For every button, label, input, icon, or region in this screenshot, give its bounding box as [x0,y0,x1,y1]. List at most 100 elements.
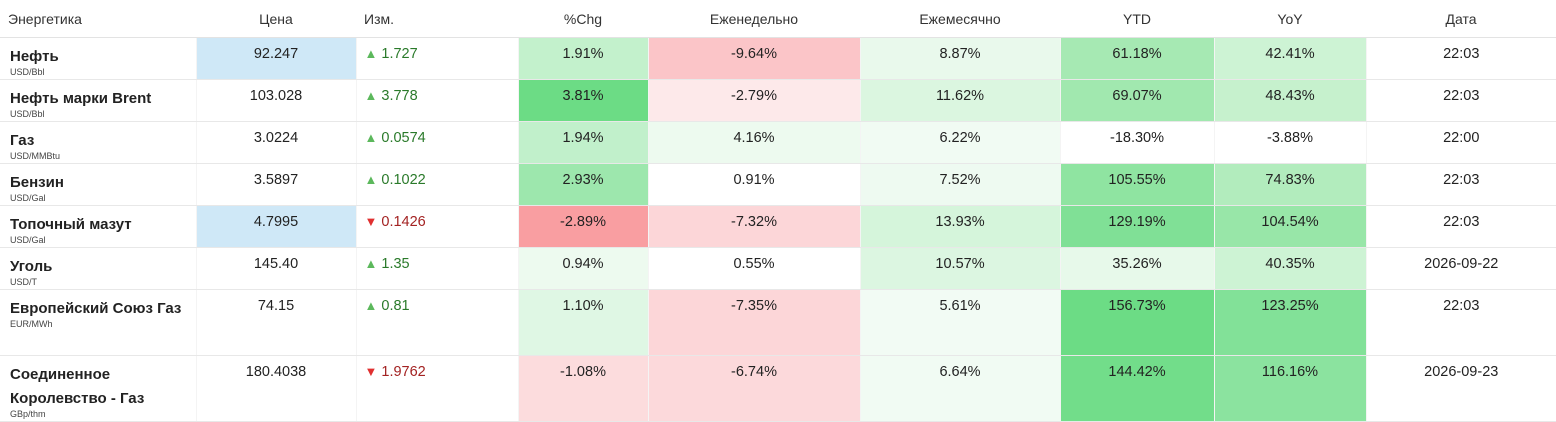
yoy-cell: 42.41% [1213,37,1366,80]
price-cell-value: 4.7995 [253,214,299,230]
header-weekly[interactable]: Еженедельно [648,0,860,38]
header-energy[interactable]: Энергетика [0,0,196,38]
table-row[interactable]: Уголь USD/T 145.40 ▲ 1.35 0.94% 0.55% 10.57% 35.… [0,247,1556,290]
ytd-cell-value: 105.55% [1108,172,1166,188]
change-value-wrap: ▼ 1.9762 [365,363,514,381]
pct-chg-cell-value: 1.10% [562,298,604,314]
table-row[interactable]: Газ USD/MMBtu 3.0224 ▲ 0.0574 1.94% 4.16% 6.22%… [0,121,1556,164]
yoy-cell-value: 104.54% [1261,214,1319,230]
weekly-cell-value: -2.79% [731,88,777,104]
change-value: 1.9762 [381,364,426,380]
change-value: 0.0574 [381,130,426,146]
ytd-cell-value: 61.18% [1112,46,1162,62]
triangle-up-icon: ▲ [364,256,378,271]
ytd-cell: 35.26% [1059,247,1214,290]
table-row[interactable]: Нефть USD/Bbl 92.247 ▲ 1.727 1.91% -9.64% 8.87%… [0,37,1556,80]
commodity-name-link[interactable]: Газ [10,132,35,149]
change-cell: ▼ 1.9762 [355,355,518,422]
header-ytd[interactable]: YTD [1060,0,1214,38]
date-cell-value: 22:03 [1443,298,1480,314]
change-cell: ▲ 1.35 [355,247,518,290]
price-cell: 180.4038 [195,355,356,422]
ytd-cell-value: 129.19% [1108,214,1166,230]
commodity-cell: Соединенное Королевство - Газ GBp/thm [0,355,196,422]
pct-chg-cell-value: 1.94% [562,130,604,146]
triangle-up-icon: ▲ [364,46,378,61]
change-cell: ▲ 0.0574 [355,121,518,164]
change-value-wrap: ▲ 0.0574 [365,129,514,147]
pct-chg-cell: 1.10% [517,289,648,356]
commodity-cell: Нефть USD/Bbl [0,37,196,80]
date-cell: 2026-09-23 [1365,355,1556,422]
commodity-cell: Европейский Союз Газ EUR/MWh [0,289,196,356]
monthly-cell-value: 6.22% [939,130,981,146]
monthly-cell: 6.64% [859,355,1060,422]
weekly-cell: -2.79% [647,79,860,122]
table-row[interactable]: Нефть марки Brent USD/Bbl 103.028 ▲ 3.778 3.8… [0,79,1556,122]
change-value-wrap: ▲ 3.778 [365,87,514,105]
pct-chg-cell-value: 2.93% [562,172,604,188]
date-cell-value: 22:03 [1443,172,1480,188]
change-value: 0.1426 [381,214,426,230]
change-cell: ▲ 0.1022 [355,163,518,206]
monthly-cell: 8.87% [859,37,1060,80]
weekly-cell-value: -7.32% [731,214,777,230]
date-cell-value: 2026-09-23 [1424,364,1499,380]
header-date[interactable]: Дата [1366,0,1556,38]
ytd-cell-value: 69.07% [1112,88,1162,104]
ytd-cell-value: -18.30% [1109,130,1164,146]
change-value: 3.778 [381,88,418,104]
yoy-cell-value: 42.41% [1265,46,1315,62]
commodity-name-link[interactable]: Нефть марки Brent [10,90,152,107]
header-row: Энергетика Цена Изм. %Chg Еженедельно Еж… [0,0,1556,38]
date-cell-value: 22:03 [1443,46,1480,62]
weekly-cell-value: 0.91% [733,172,775,188]
commodity-name-link[interactable]: Бензин [10,174,64,191]
commodity-name-link[interactable]: Европейский Союз Газ [10,300,182,317]
monthly-cell: 7.52% [859,163,1060,206]
yoy-cell: 104.54% [1213,205,1366,248]
header-pct-chg[interactable]: %Chg [518,0,648,38]
pct-chg-cell: -1.08% [517,355,648,422]
change-cell: ▲ 0.81 [355,289,518,356]
change-cell: ▲ 1.727 [355,37,518,80]
header-monthly[interactable]: Ежемесячно [860,0,1060,38]
date-cell: 2026-09-22 [1365,247,1556,290]
yoy-cell: 74.83% [1213,163,1366,206]
commodity-cell: Уголь USD/T [0,247,196,290]
yoy-cell-value: 116.16% [1261,364,1319,380]
commodity-unit: USD/T [10,277,37,287]
triangle-up-icon: ▲ [364,130,378,145]
commodity-name-link[interactable]: Соединенное Королевство - Газ [10,366,145,407]
weekly-cell: 0.55% [647,247,860,290]
commodity-unit: EUR/MWh [10,319,53,329]
commodity-cell: Газ USD/MMBtu [0,121,196,164]
table-row[interactable]: Топочный мазут USD/Gal 4.7995 ▼ 0.1426 -2.89%… [0,205,1556,248]
yoy-cell-value: 74.83% [1265,172,1315,188]
monthly-cell-value: 11.62% [935,88,985,104]
header-yoy[interactable]: YoY [1214,0,1366,38]
header-price[interactable]: Цена [196,0,356,38]
table-row[interactable]: Соединенное Королевство - Газ GBp/thm 180.… [0,355,1556,422]
price-cell: 3.0224 [195,121,356,164]
header-change[interactable]: Изм. [356,0,518,38]
table-row[interactable]: Бензин USD/Gal 3.5897 ▲ 0.1022 2.93% 0.91% 7.52… [0,163,1556,206]
table-row[interactable]: Европейский Союз Газ EUR/MWh 74.15 ▲ 0.81 1.1… [0,289,1556,356]
triangle-up-icon: ▲ [364,172,378,187]
commodity-name-link[interactable]: Нефть [10,48,59,65]
monthly-cell-value: 8.87% [939,46,981,62]
change-value-wrap: ▲ 0.1022 [365,171,514,189]
commodity-name-link[interactable]: Топочный мазут [10,216,132,233]
yoy-cell: 48.43% [1213,79,1366,122]
weekly-cell: -7.35% [647,289,860,356]
weekly-cell: 0.91% [647,163,860,206]
ytd-cell: 61.18% [1059,37,1214,80]
monthly-cell-value: 5.61% [939,298,981,314]
weekly-cell-value: 4.16% [733,130,775,146]
weekly-cell-value: -6.74% [731,364,777,380]
commodity-name-link[interactable]: Уголь [10,258,53,275]
price-cell: 3.5897 [195,163,356,206]
weekly-cell-value: -7.35% [731,298,777,314]
yoy-cell-value: 48.43% [1265,88,1315,104]
commodity-unit: USD/Gal [10,193,46,203]
